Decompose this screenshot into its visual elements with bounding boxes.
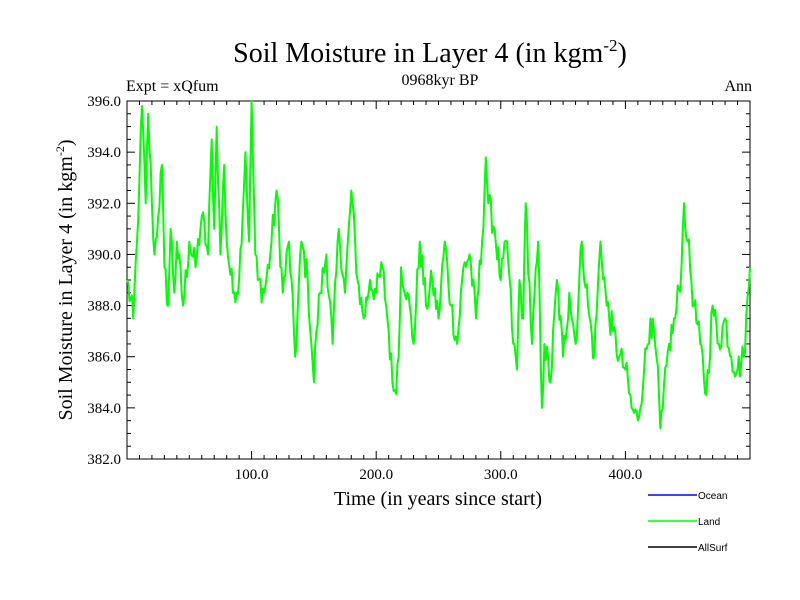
plot-frame <box>126 100 751 460</box>
season-label: Ann <box>724 78 752 95</box>
y-tick-label: 392.0 <box>87 196 121 212</box>
y-tick-label: 382.0 <box>87 452 121 468</box>
x-axis-label: Time (in years since start) <box>334 488 542 510</box>
x-tick-label: 200.0 <box>359 467 393 483</box>
x-tick-label: 400.0 <box>609 467 643 483</box>
chart-title: Soil Moisture in Layer 4 (in kgm-2) <box>233 36 627 69</box>
legend-label-land: Land <box>698 517 720 528</box>
y-tick-label: 394.0 <box>87 145 121 161</box>
y-axis: 382.0 384.0 386.0 388.0 390.0 392.0 394.0 396.0 <box>87 94 750 468</box>
y-tick-label: 396.0 <box>87 94 121 110</box>
series-line-land <box>126 100 751 430</box>
experiment-label: Expt = xQfum <box>126 78 219 95</box>
legend: Ocean Land AllSurf <box>648 491 728 554</box>
y-tick-label: 388.0 <box>87 299 121 315</box>
legend-label-ocean: Ocean <box>698 491 727 502</box>
period-label: 0968kyr BP <box>402 72 479 89</box>
x-tick-label: 100.0 <box>235 467 269 483</box>
legend-label-allsurf: AllSurf <box>698 543 728 554</box>
minor-ticks <box>127 101 750 459</box>
y-axis-label: Soil Moisture in Layer 4 (in kgm-2) <box>53 139 77 420</box>
y-tick-label: 384.0 <box>87 401 121 417</box>
x-tick-label: 300.0 <box>484 467 518 483</box>
y-tick-label: 386.0 <box>87 350 121 366</box>
y-tick-label: 390.0 <box>87 247 121 263</box>
x-axis: 100.0 200.0 300.0 400.0 <box>235 101 643 483</box>
